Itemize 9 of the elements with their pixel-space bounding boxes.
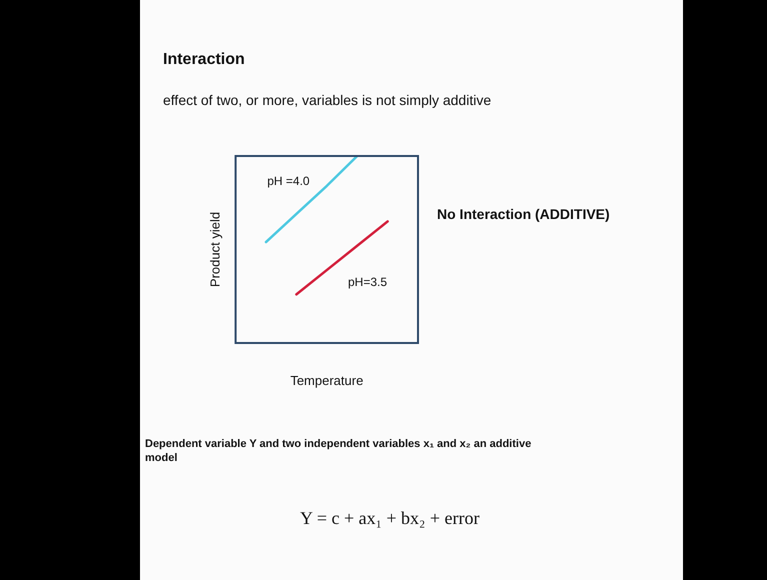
text: No Interaction (ADDITIVE) [437, 206, 610, 222]
chart-subtitle: effect of two, or more, variables is not simply additive [163, 92, 492, 108]
chart-title: Interaction [163, 51, 245, 69]
text: Dependent variable Y and two independent variables x₁ and x₂ an additive model [145, 437, 532, 465]
y-axis-title: Product yield [207, 212, 222, 288]
text: Y = c + ax₁ + bx₂ + error [300, 508, 480, 529]
series-label: pH=3.5 [348, 274, 388, 289]
x-axis-title: Temperature [290, 372, 364, 388]
series-label: pH =4.0 [267, 174, 310, 188]
